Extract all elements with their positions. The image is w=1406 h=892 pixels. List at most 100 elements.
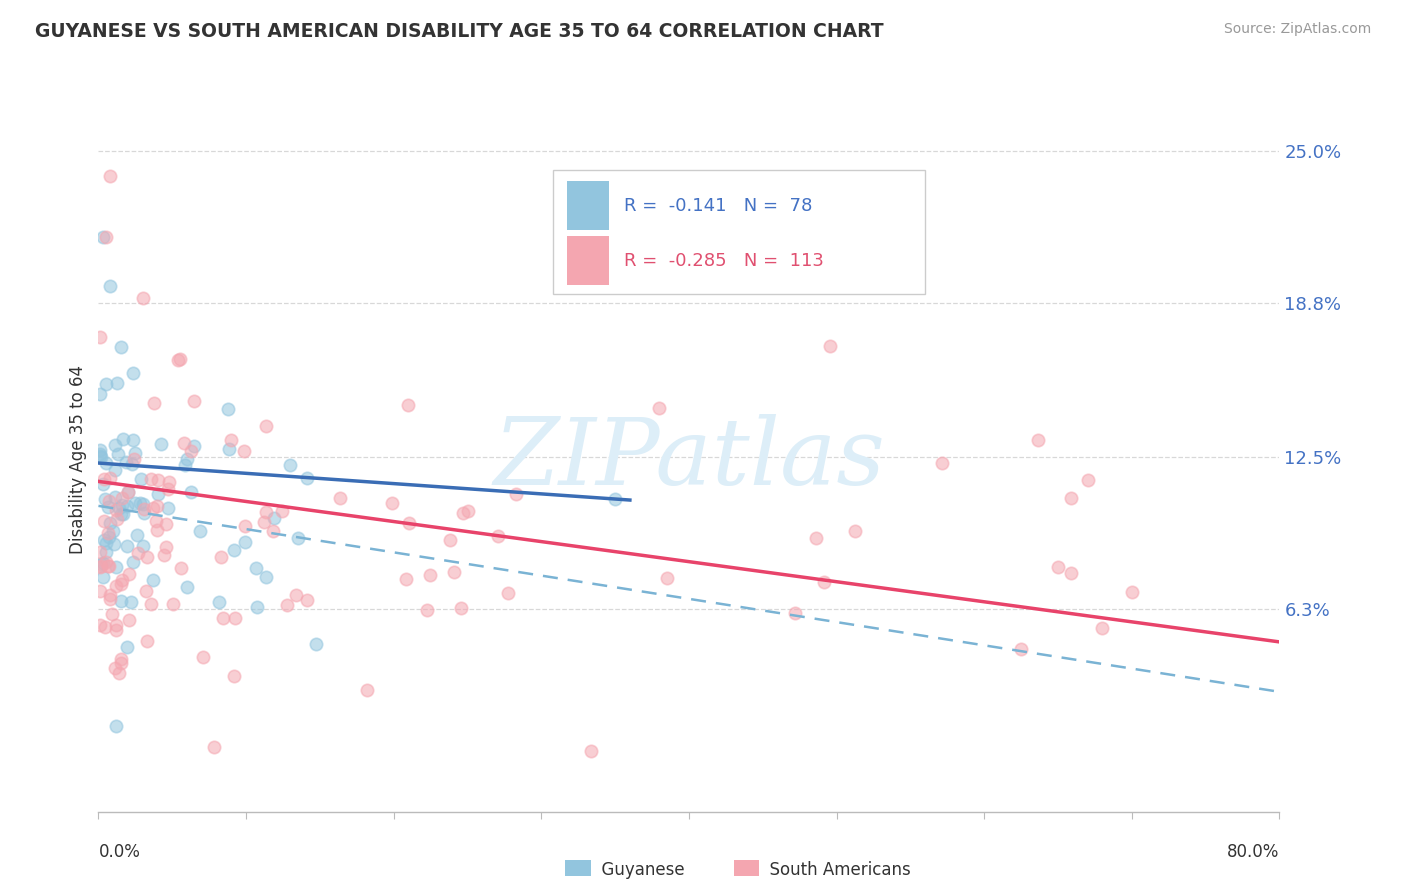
Point (89, 583, 111, 598)
Point (233, 519, 256, 533)
Point (103, 524, 125, 539)
Point (1026, 433, 1049, 447)
Point (98, 471, 121, 485)
Point (419, 567, 441, 582)
Point (450, 601, 472, 615)
Point (110, 340, 132, 354)
Point (396, 399, 419, 413)
Point (121, 433, 143, 447)
Text: Guyanese: Guyanese (591, 861, 685, 879)
Point (183, 439, 205, 453)
Point (139, 472, 162, 486)
Point (115, 640, 138, 654)
Point (498, 586, 520, 600)
Point (142, 574, 165, 588)
Point (153, 548, 176, 562)
Point (104, 617, 127, 632)
Point (233, 444, 256, 458)
Point (136, 634, 159, 648)
Point (105, 512, 128, 526)
Point (135, 583, 157, 598)
Point (218, 442, 240, 456)
Point (149, 437, 172, 451)
Point (107, 500, 129, 515)
Point (217, 402, 239, 417)
Point (233, 535, 256, 549)
FancyBboxPatch shape (553, 170, 925, 293)
Text: R =  -0.285   N =  113: R = -0.285 N = 113 (624, 252, 824, 269)
Point (101, 607, 124, 621)
Point (931, 456, 953, 470)
Point (180, 485, 202, 500)
Point (1010, 641, 1032, 656)
Point (89, 387, 111, 401)
Point (143, 396, 166, 410)
Point (112, 432, 135, 446)
Point (117, 485, 139, 500)
Point (120, 594, 142, 608)
Point (415, 603, 437, 617)
Point (103, 537, 125, 551)
Point (166, 353, 188, 368)
Point (131, 539, 153, 553)
Point (127, 546, 149, 560)
Point (97, 530, 120, 544)
Point (93, 472, 115, 486)
Point (105, 560, 128, 574)
Point (655, 571, 678, 585)
Point (107, 447, 129, 461)
Point (90, 558, 112, 572)
Point (89, 618, 111, 632)
Point (157, 501, 180, 516)
Point (105, 376, 128, 391)
Point (783, 606, 806, 620)
Point (110, 652, 132, 666)
Point (262, 524, 284, 538)
Point (97, 500, 120, 515)
Point (94, 491, 117, 506)
Point (91, 229, 114, 244)
Point (256, 505, 278, 519)
Point (804, 531, 827, 545)
Point (398, 516, 420, 530)
Point (104, 623, 127, 637)
Point (183, 394, 205, 409)
Point (108, 666, 131, 681)
Point (141, 597, 163, 611)
Point (89, 443, 111, 458)
Point (105, 719, 128, 733)
Point (295, 471, 318, 485)
Point (124, 446, 146, 460)
Bar (734, 860, 759, 876)
Point (104, 463, 127, 477)
Point (224, 610, 246, 624)
Point (89, 560, 111, 574)
Point (1077, 473, 1099, 487)
Point (219, 433, 242, 447)
Point (121, 457, 143, 471)
Point (457, 504, 479, 518)
Point (488, 529, 510, 543)
Point (1121, 584, 1143, 599)
Point (443, 565, 465, 579)
Point (111, 507, 134, 521)
Point (356, 683, 378, 698)
Y-axis label: Disability Age 35 to 64: Disability Age 35 to 64 (69, 365, 87, 554)
Point (114, 454, 136, 468)
Point (122, 366, 145, 380)
Point (176, 452, 198, 467)
Point (287, 531, 309, 545)
Point (89, 545, 111, 559)
Point (169, 352, 191, 367)
Point (224, 543, 246, 558)
Point (89, 449, 111, 463)
Text: GUYANESE VS SOUTH AMERICAN DISABILITY AGE 35 TO 64 CORRELATION CHART: GUYANESE VS SOUTH AMERICAN DISABILITY AG… (35, 22, 884, 41)
Point (93, 514, 115, 528)
Point (212, 610, 235, 624)
Text: ZIPatlas: ZIPatlas (494, 415, 884, 504)
Point (89, 447, 111, 461)
Bar (565, 860, 591, 876)
Text: R =  -0.141   N =  78: R = -0.141 N = 78 (624, 197, 813, 215)
Point (157, 475, 180, 490)
Point (276, 598, 298, 612)
